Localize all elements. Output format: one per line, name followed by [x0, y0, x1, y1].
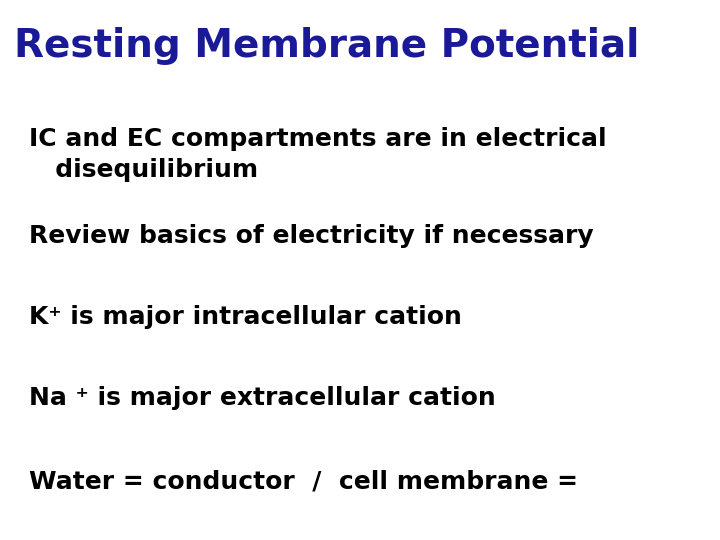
- Text: Water = conductor  /  cell membrane =: Water = conductor / cell membrane =: [29, 470, 577, 494]
- Text: Review basics of electricity if necessary: Review basics of electricity if necessar…: [29, 224, 593, 248]
- Text: Na ⁺ is major extracellular cation: Na ⁺ is major extracellular cation: [29, 386, 495, 410]
- Text: Resting Membrane Potential: Resting Membrane Potential: [14, 27, 640, 65]
- Text: IC and EC compartments are in electrical
   disequilibrium: IC and EC compartments are in electrical…: [29, 127, 606, 183]
- Text: K⁺ is major intracellular cation: K⁺ is major intracellular cation: [29, 305, 462, 329]
